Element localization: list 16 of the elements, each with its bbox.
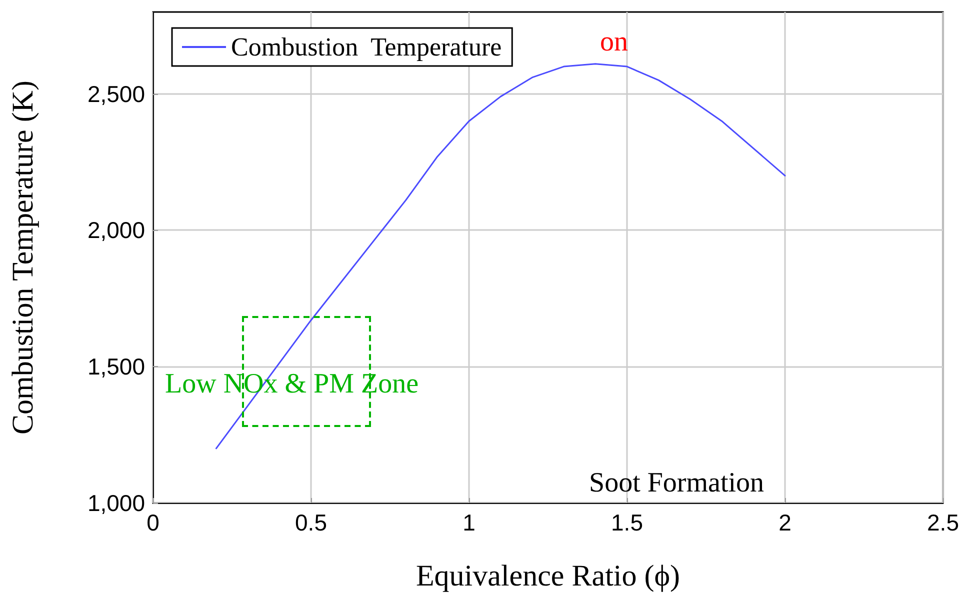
y-axis-title: Combustion Temperature (K) [6,80,40,434]
x-tick-label: 2.5 [927,510,959,536]
annotation: Soot Formation [589,468,764,498]
y-tick-label: 1,500 [87,354,145,380]
x-tick-label: 0 [146,510,160,536]
x-tick-label: 1 [462,510,476,536]
y-tick-label: 2,000 [87,217,145,244]
x-tick-label: 0.5 [295,510,327,536]
legend-label: Combustion Temperature [231,32,502,62]
x-tick-label: 2 [778,510,792,536]
line-series [215,63,786,450]
x-axis-title: Equivalence Ratio (ϕ) [416,560,680,592]
annotation: on [600,26,628,58]
y-tick-label: 1,000 [87,490,145,516]
y-tick-label: 2,500 [87,80,145,107]
x-tick-label: 1.5 [611,510,643,536]
